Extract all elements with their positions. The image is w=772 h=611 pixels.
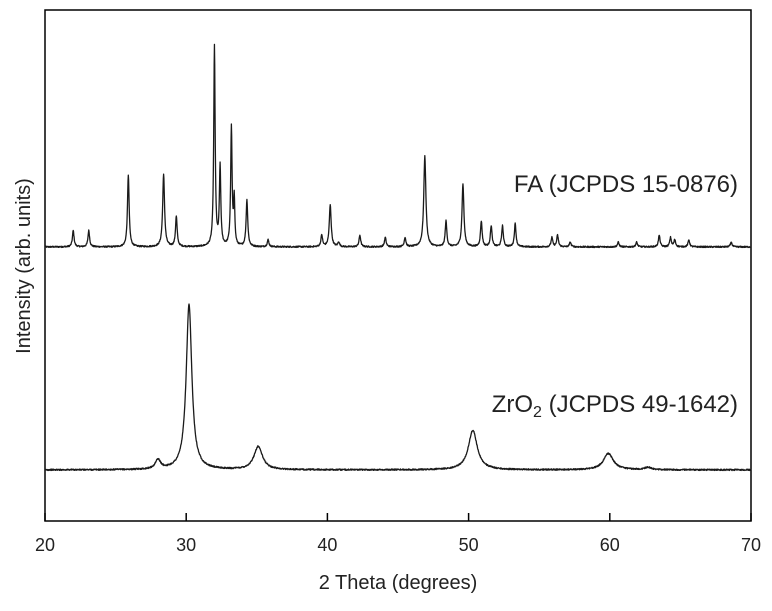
x-tick-label-50: 50 <box>459 535 479 555</box>
series-label-fa: FA (JCPDS 15-0876) <box>514 171 738 198</box>
x-tick-label-30: 30 <box>176 535 196 555</box>
series-lines <box>44 43 752 472</box>
subscript-2: 2 <box>533 404 542 421</box>
x-tick-label-20: 20 <box>35 535 55 555</box>
series-line-zro2 <box>44 303 752 472</box>
series-line-fa <box>44 43 752 249</box>
x-ticks <box>44 513 752 521</box>
y-axis-label: Intensity (arb. units) <box>13 178 35 354</box>
x-tick-label-60: 60 <box>600 535 620 555</box>
x-tick-label-70: 70 <box>741 535 761 555</box>
x-tick-labels: 20 30 40 50 60 70 <box>35 535 761 555</box>
plot-frame <box>44 9 752 522</box>
x-axis-label: 2 Theta (degrees) <box>319 572 478 594</box>
x-tick-label-40: 40 <box>317 535 337 555</box>
series-label-zro2: ZrO2 (JCPDS 49-1642) <box>492 391 738 421</box>
